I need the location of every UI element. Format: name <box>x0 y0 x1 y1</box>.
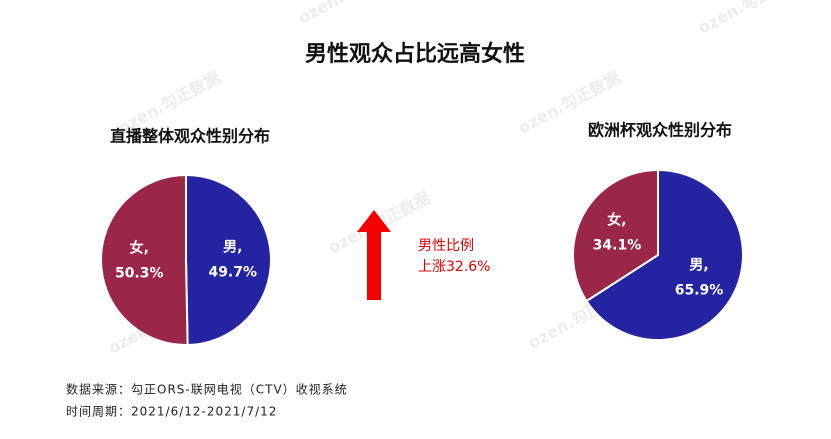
pie-title: 直播整体观众性别分布 <box>110 127 270 146</box>
page-title: 男性观众占比远高女性 <box>305 41 525 67</box>
slice-category: 女, <box>130 239 149 256</box>
pie-title: 欧洲杯观众性别分布 <box>588 121 732 140</box>
pie-slice <box>585 168 744 341</box>
pie-slice <box>572 168 659 303</box>
slice-value-label: 50.3% <box>115 265 164 281</box>
pie-slice <box>185 173 272 347</box>
slice-value-label: 65.9% <box>675 282 724 298</box>
annotation-line: 男性比例 <box>418 238 474 254</box>
slice-category: 男, <box>223 240 242 256</box>
slice-value-label: 34.1% <box>593 238 642 254</box>
slice-category: 男, <box>689 257 708 273</box>
watermark: ozen.勾正数据 <box>695 0 803 38</box>
annotation-line: 上涨32.6% <box>418 259 490 275</box>
watermark: ozen.勾正数据 <box>295 0 403 28</box>
slice-category: 女, <box>607 212 626 229</box>
source-line: 数据来源：勾正ORS-联网电视（CTV）收视系统 <box>66 382 348 397</box>
slice-value-label: 49.7% <box>208 265 257 281</box>
pie-slice <box>100 173 189 346</box>
up-arrow <box>357 210 391 300</box>
source-line: 时间周期：2021/6/12-2021/7/12 <box>66 405 277 419</box>
